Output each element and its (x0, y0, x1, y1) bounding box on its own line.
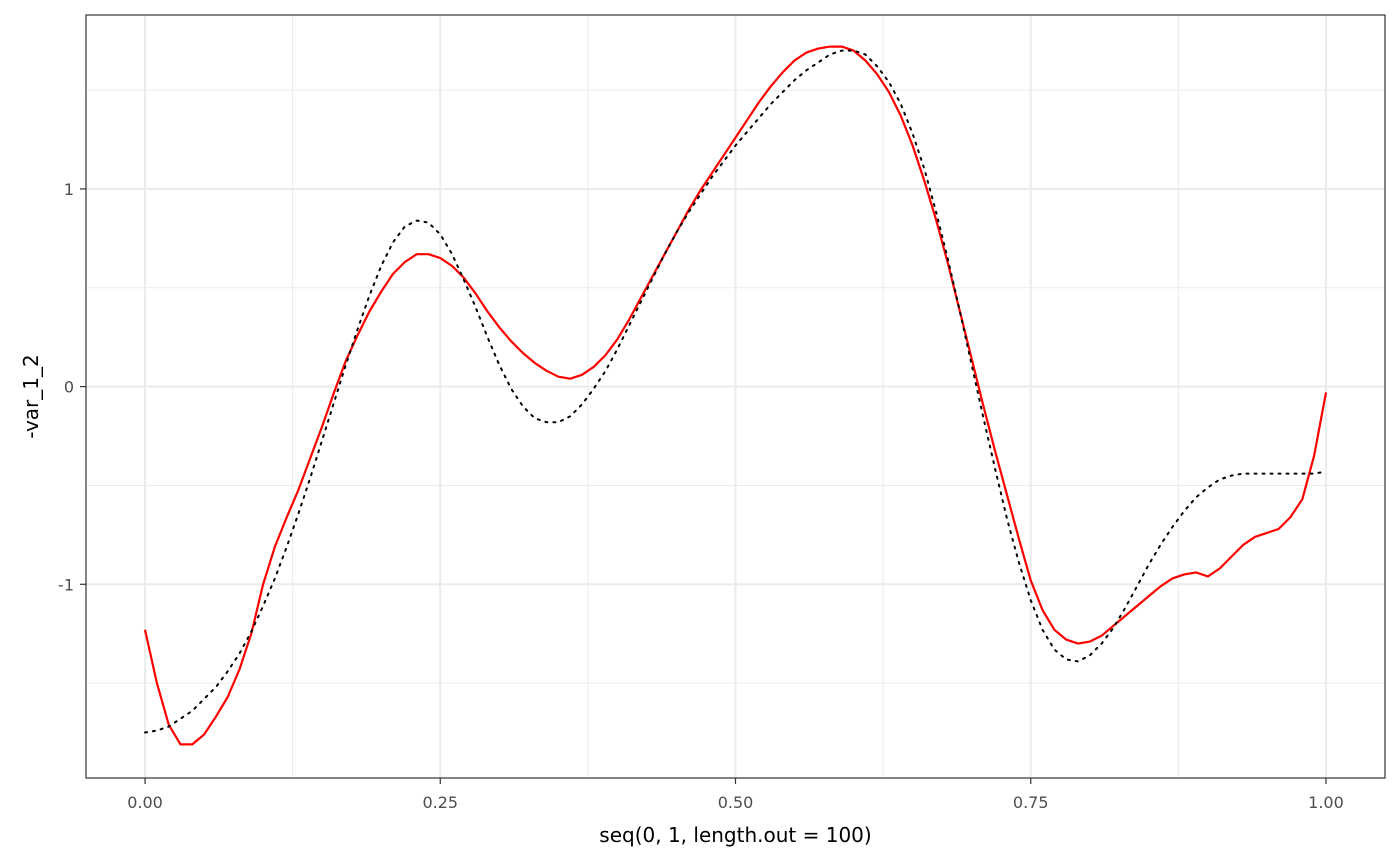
x-axis-title: seq(0, 1, length.out = 100) (599, 823, 871, 847)
y-tick-label: 1 (64, 180, 74, 199)
y-axis: -1 0 1 (58, 180, 86, 594)
series-line-dotted (144, 49, 1327, 734)
x-axis: 0.00 0.25 0.50 0.75 1.00 (127, 778, 1344, 812)
series-layer (143, 45, 1328, 746)
x-tick-label: 0.50 (718, 793, 754, 812)
y-tick-label: 0 (64, 378, 74, 397)
y-tick-label: -1 (58, 575, 74, 594)
x-tick-label: 0.25 (422, 793, 458, 812)
y-axis-title: -var_1_2 (19, 354, 43, 438)
x-tick-label: 0.00 (127, 793, 163, 812)
x-tick-label: 0.75 (1013, 793, 1049, 812)
x-tick-label: 1.00 (1308, 793, 1344, 812)
series-line-solid (143, 45, 1328, 746)
